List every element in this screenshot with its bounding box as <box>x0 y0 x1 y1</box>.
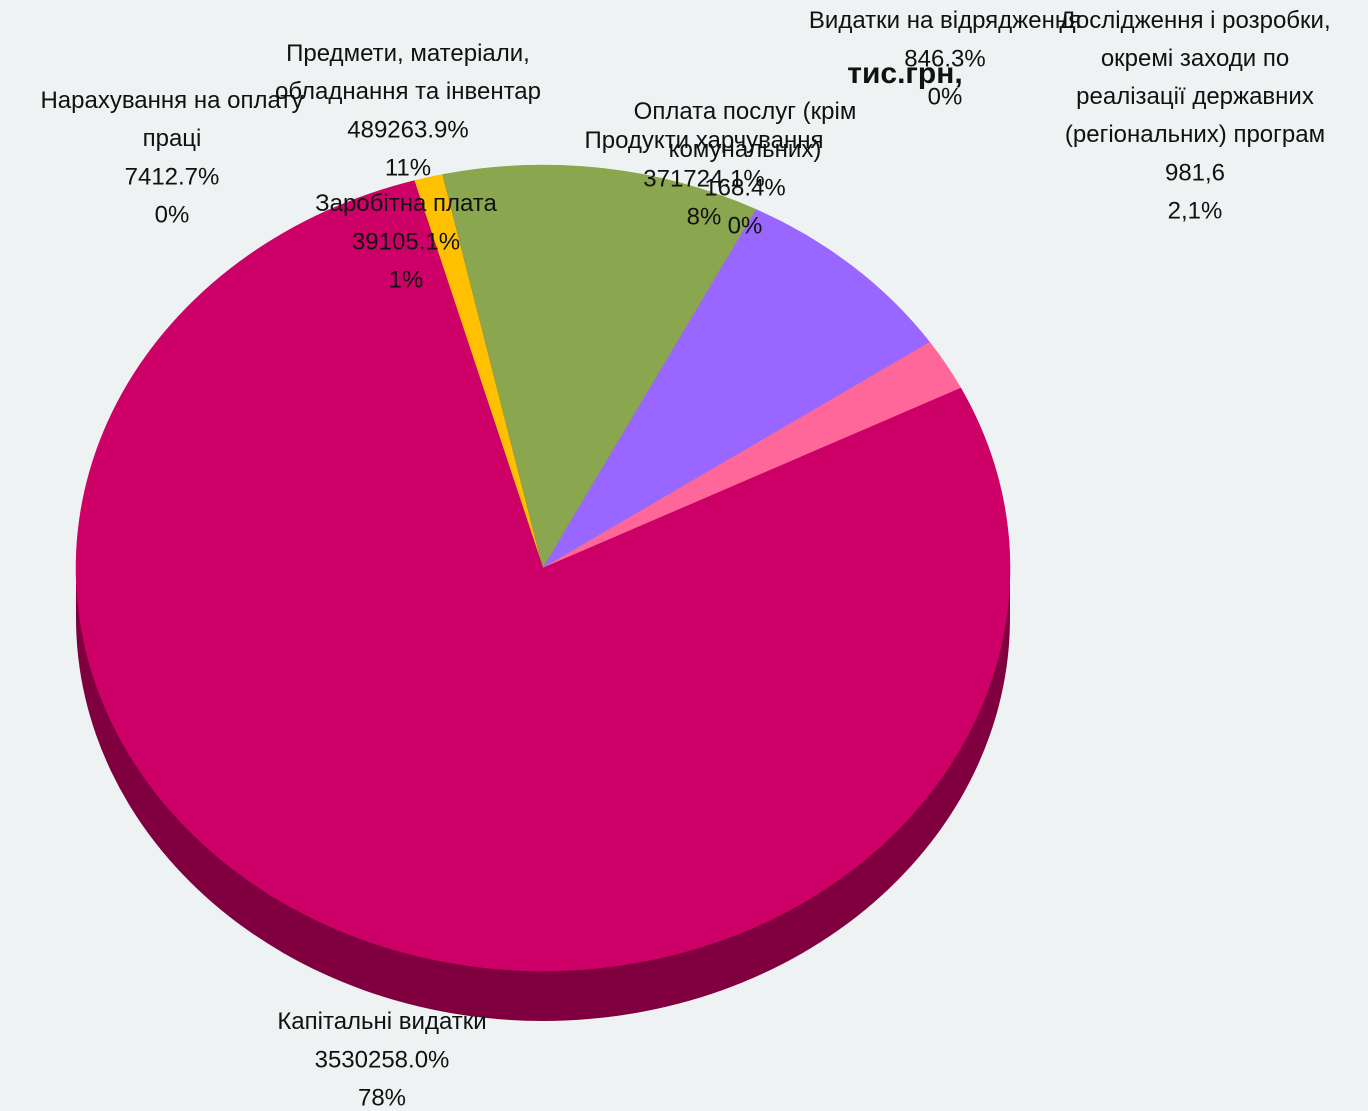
slice-label: Капітальні видатки <box>277 1008 486 1035</box>
slice-label: Видатки на відрядження <box>809 7 1081 34</box>
slice-label: Заробітна плата <box>315 190 497 217</box>
slice-label: Предмети, матеріали, обладнання та інвент… <box>275 40 541 105</box>
slice-amount: 3530258.0% <box>315 1046 450 1073</box>
slice-label: Дослідження і розробки, окремі заходи по р… <box>1059 7 1330 148</box>
slice-amount: 846.3% <box>904 45 985 72</box>
slice-amount: 981,6 <box>1165 159 1225 186</box>
chart-title: тис.грн, <box>847 57 962 90</box>
slice-percent: 1% <box>389 266 424 293</box>
pie-slice <box>75 180 1011 972</box>
slice-percent: 11% <box>385 154 431 181</box>
slice-percent: 0% <box>155 201 190 228</box>
slice-percent: 0% <box>928 83 963 110</box>
slice-amount: 7412.7% <box>125 163 220 190</box>
slice-label: Продукти харчування <box>585 127 824 154</box>
slice-amount: 39105.1% <box>352 228 460 255</box>
slice-percent: 2,1% <box>1168 197 1223 224</box>
slice-label: Нарахування на оплату праці <box>40 87 303 152</box>
slice-amount: 168.4% <box>704 174 785 201</box>
pie-slice <box>542 209 931 569</box>
slice-amount: 371724.1% <box>643 165 764 192</box>
slice-percent: 0% <box>728 212 763 239</box>
slice-percent: 78% <box>358 1084 406 1111</box>
slice-percent: 8% <box>687 203 722 230</box>
pie <box>75 164 1011 972</box>
pie-slice <box>442 164 757 569</box>
slice-label: Оплата послуг (крім комунальних) <box>634 98 857 163</box>
slice-amount: 489263.9% <box>347 116 468 143</box>
